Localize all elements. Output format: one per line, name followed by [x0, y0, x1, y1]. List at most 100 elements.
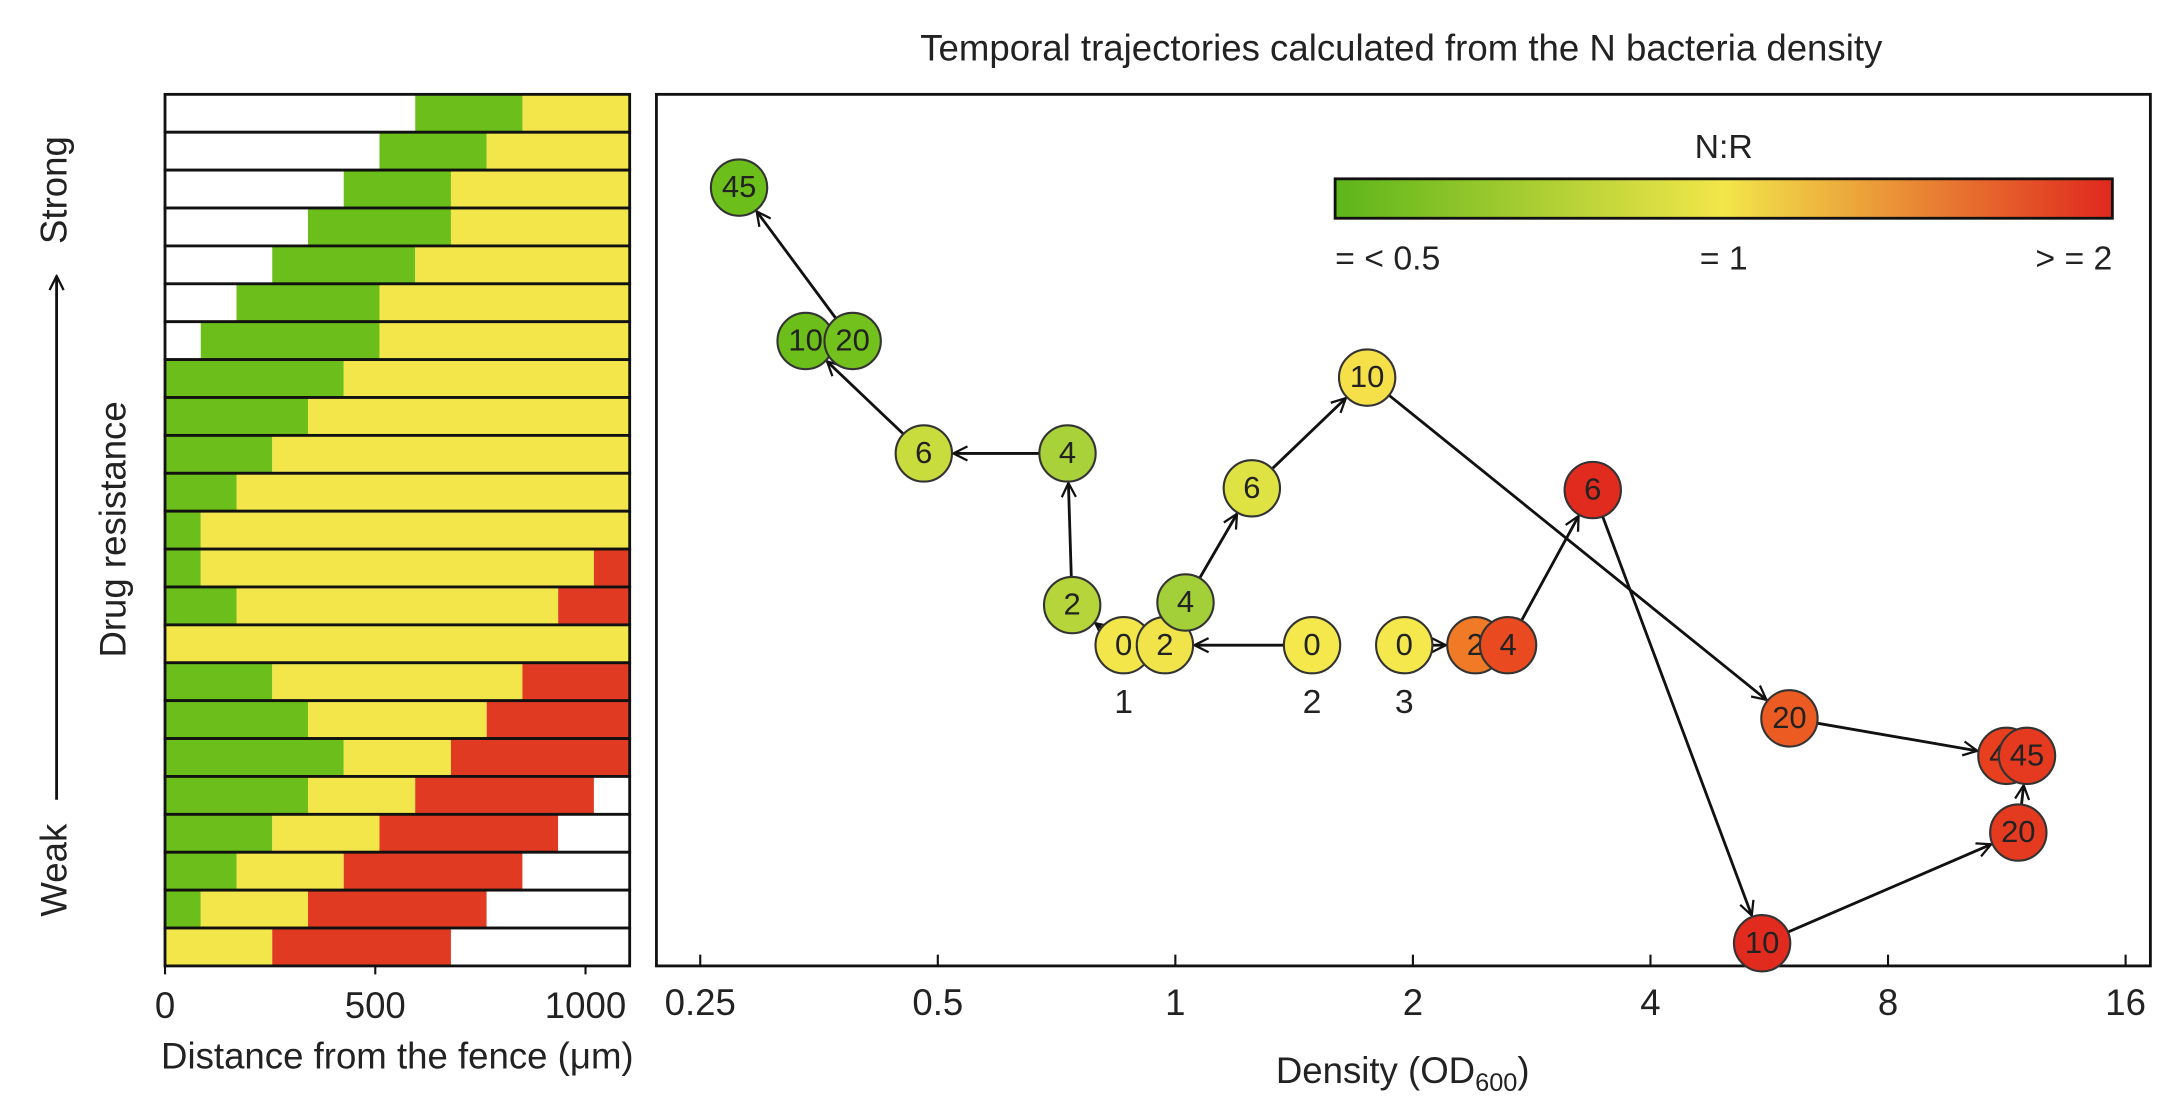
x-tick-label: 0.5 [912, 982, 963, 1023]
bar-segment [272, 245, 416, 284]
bar-segment [165, 473, 237, 512]
bar-segment [236, 283, 380, 322]
bar-segment [415, 94, 523, 133]
trajectory-arrow [1388, 394, 1766, 700]
bar-segment [522, 94, 630, 133]
bar-segment [307, 700, 487, 739]
bar-segment [343, 738, 451, 777]
bar-segment [307, 776, 416, 815]
bar-segment [379, 132, 487, 171]
trajectory-arrow [1271, 398, 1346, 470]
point-label: 2 [1064, 587, 1081, 622]
bar-segment [165, 359, 344, 398]
bar-segment [379, 283, 630, 322]
trajectory-point [1222, 459, 1282, 518]
bar-segment [379, 321, 630, 360]
point-label: 4 [1499, 627, 1516, 662]
bar-segment [307, 890, 487, 929]
bar-segment [165, 245, 273, 284]
trajectory-arrow [757, 211, 838, 320]
point-label: 10 [1350, 359, 1384, 394]
trajectory-name: 3 [1395, 683, 1414, 721]
bar-segment [165, 738, 344, 777]
trajectory-arrow [1816, 721, 1977, 751]
x-tick-label: 2 [1403, 982, 1423, 1023]
trajectory-point [1375, 615, 1434, 675]
row-frame [163, 926, 632, 968]
bar-segment [522, 852, 630, 891]
bar-segment [486, 132, 630, 171]
annotation: Strong [33, 136, 74, 244]
bar-segment [165, 511, 201, 550]
point-label: 2 [1467, 627, 1484, 662]
trajectory-point [894, 424, 954, 483]
trajectory-arrow [1787, 844, 1991, 934]
bar-segment [307, 397, 630, 436]
bar-segment [165, 852, 237, 891]
trajectory-point [1337, 348, 1397, 407]
trajectory-point [823, 311, 882, 371]
trajectory-point [1563, 460, 1622, 520]
colorbar-label: = < 0.5 [1335, 239, 1440, 277]
bar-segment [236, 586, 559, 625]
x-tick-label: 4 [1640, 982, 1660, 1023]
point-label: 4 [1059, 435, 1076, 470]
trajectory-point [1038, 424, 1097, 483]
trajectory-name: 1 [1114, 683, 1133, 721]
bar-segment [236, 473, 630, 512]
bar-segment [272, 928, 451, 966]
trajectory-arrow [1068, 483, 1071, 577]
trajectory-point [1282, 615, 1342, 675]
trajectory-point [1478, 615, 1538, 675]
point-label: 6 [915, 435, 932, 470]
point-label: 6 [1584, 472, 1601, 507]
point-label: 2 [1156, 627, 1173, 662]
colorbar-label: = 1 [1700, 239, 1748, 277]
bar-segment [558, 814, 630, 853]
bar-segment [165, 586, 237, 625]
point-label: 45 [722, 169, 756, 204]
trajectory-arrow [1601, 515, 1752, 915]
x-axis-label-text: ) [1517, 1050, 1529, 1091]
bar-segment [236, 852, 344, 891]
bar-segment [593, 549, 630, 587]
point-label: 20 [835, 323, 869, 358]
x-axis-label: Density (OD600) [1276, 1050, 1530, 1097]
bar-segment [165, 94, 416, 133]
trajectory-point [1760, 689, 1819, 748]
x-tick-label: 1000 [545, 985, 626, 1026]
bar-segment [165, 132, 380, 171]
trajectory-point [1732, 914, 1792, 973]
plot-frame [655, 92, 2152, 968]
bar-segment [165, 435, 273, 474]
bar-segment [272, 435, 630, 474]
bar-segment [165, 814, 273, 853]
x-axis-label: Distance from the fence (μm) [161, 1036, 634, 1077]
bar-segment [165, 208, 308, 246]
bar-segment [450, 928, 630, 966]
trajectory-arrow [1198, 514, 1237, 579]
point-label: 20 [2001, 814, 2035, 849]
bar-segment [486, 700, 630, 739]
bar-segment [343, 359, 630, 398]
trajectory-arrow [827, 361, 905, 436]
bar-segment [415, 776, 594, 815]
trajectory-point [1042, 575, 1102, 635]
bar-segment [165, 170, 344, 209]
point-label: 45 [2010, 737, 2044, 772]
point-label: 10 [1745, 925, 1779, 960]
bar-segment [165, 700, 308, 739]
bar-segment [343, 170, 451, 209]
trajectory-arrow [2021, 785, 2023, 805]
trajectory-name: 2 [1303, 683, 1322, 721]
point-label: 20 [1772, 700, 1806, 735]
bar-segment [522, 662, 630, 701]
colorbar-label: > = 2 [2035, 239, 2112, 277]
bar-segment [272, 662, 523, 701]
bar-segment [165, 321, 201, 360]
bar-segment [415, 245, 630, 284]
annotation: Weak [33, 823, 74, 917]
x-axis-label-text: Density (OD [1276, 1050, 1475, 1091]
x-tick-label: 0.25 [665, 982, 736, 1023]
